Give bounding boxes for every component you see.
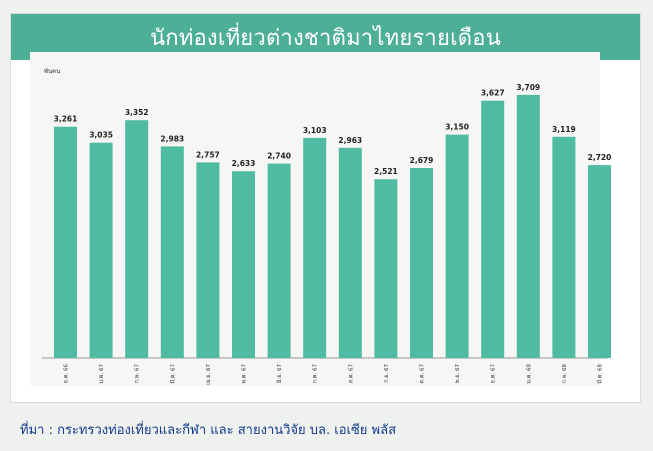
value-label-10: 2,521 [374,167,398,176]
x-tick-label-11: ต.ค. 67 [420,364,426,384]
value-label-5: 2,757 [196,150,220,159]
x-tick-label-16: มี.ค. 68 [597,364,604,384]
x-tick-label-10: ก.ย. 67 [384,364,390,383]
bar-8 [303,137,327,358]
bar-9 [338,147,362,358]
x-tick-label-13: ธ.ค. 67 [490,364,497,384]
bar-13 [481,100,505,358]
bar-16 [588,165,611,358]
value-labels-group: 3,261 3,035 3,352 2,983 2,757 2,633 2,740 3,103… [54,83,612,176]
y-axis-unit-label: พันคน [44,68,60,75]
bar-4 [160,146,184,358]
bar-10 [374,179,398,358]
value-label-9: 2,963 [338,136,362,145]
value-label-1: 3,261 [54,115,78,124]
value-label-2: 3,035 [89,131,113,140]
value-label-8: 3,103 [303,126,327,135]
bar-12 [445,134,469,358]
x-tick-label-12: พ.ย. 67 [455,364,461,384]
value-label-16: 2,720 [588,153,612,162]
value-label-14: 3,709 [516,83,540,92]
x-tick-label-4: มี.ค. 67 [169,364,176,384]
bars-group [54,94,611,359]
value-label-13: 3,627 [481,89,505,98]
x-tick-label-2: ม.ค. 67 [99,364,105,384]
x-tick-label-1: ธ.ค. 66 [63,364,70,384]
value-label-6: 2,633 [232,159,256,168]
value-label-12: 3,150 [445,123,469,132]
value-label-4: 2,983 [160,134,184,143]
bar-3 [125,120,149,358]
value-label-3: 3,352 [125,108,149,117]
bar-5 [196,162,220,358]
x-tick-label-7: มิ.ย. 67 [276,364,283,384]
value-label-15: 3,119 [552,125,576,134]
x-tick-label-15: ก.พ. 68 [562,364,568,384]
x-tick-label-8: ก.ค. 67 [313,364,319,384]
bar-14 [516,94,540,359]
bar-6 [232,171,255,358]
x-tick-label-14: ม.ค. 68 [526,364,532,384]
tick-labels-group: ธ.ค. 66 ม.ค. 67 ก.พ. 67 มี.ค. 67 เม.ย. 67 พ.ค… [63,364,604,385]
bar-2 [89,142,113,358]
value-label-11: 2,679 [410,156,434,165]
bar-15 [552,136,576,358]
bar-1 [54,126,77,358]
bar-7 [267,163,291,358]
bar-11 [410,168,433,358]
x-tick-label-5: เม.ย. 67 [206,364,212,385]
x-tick-label-3: ก.พ. 67 [135,364,141,384]
value-label-7: 2,740 [267,152,291,161]
x-tick-label-6: พ.ค. 67 [242,364,248,384]
source-note: ที่มา : กระทรวงท่องเที่ยวและกีฬา และ สาย… [20,423,397,438]
x-tick-label-9: ส.ค. 67 [347,364,354,384]
